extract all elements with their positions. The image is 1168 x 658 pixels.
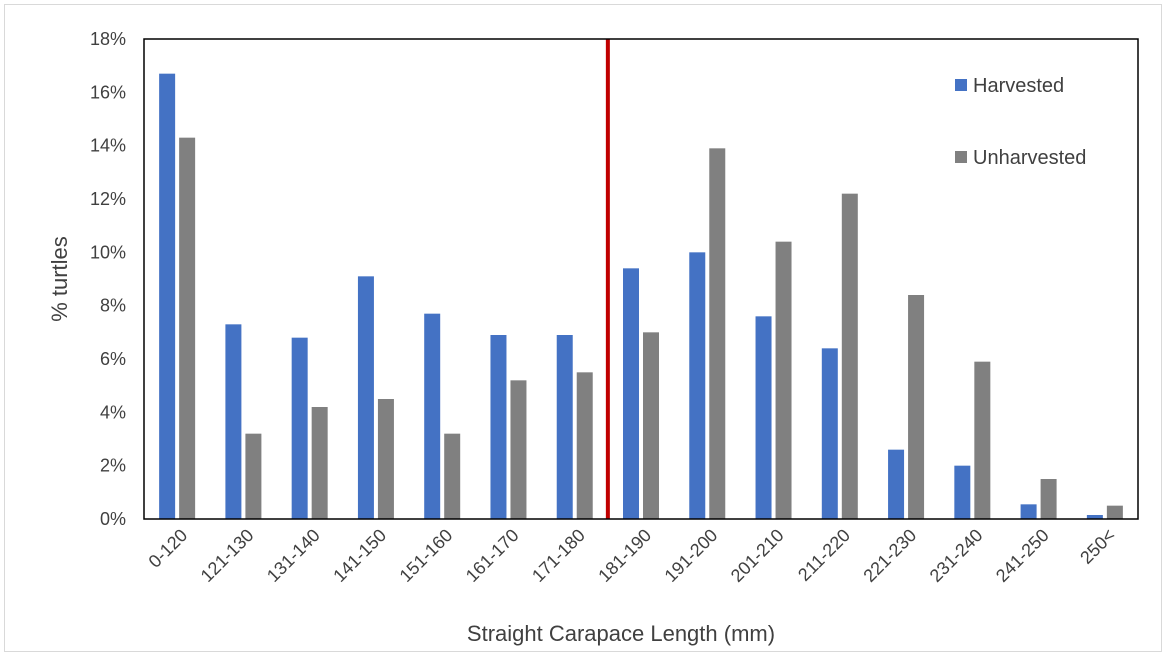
bar-unharvested-250< bbox=[1106, 505, 1123, 519]
bar-unharvested-181-190 bbox=[643, 332, 659, 519]
x-tick-label: 250< bbox=[1076, 525, 1119, 568]
x-tick-label: 211-220 bbox=[794, 525, 854, 585]
bar-harvested-241-250 bbox=[1020, 504, 1037, 519]
bar-unharvested-121-130 bbox=[245, 433, 262, 519]
legend: Harvested Unharvested bbox=[955, 75, 1086, 169]
x-tick-label: 221-230 bbox=[859, 525, 920, 586]
x-tick-label: 121-130 bbox=[197, 525, 258, 586]
y-axis-ticks: 0% 2% 4% 6% 8% 10% 12% 14% 16% 18% bbox=[90, 29, 126, 529]
bar-harvested-231-240 bbox=[954, 465, 971, 519]
y-tick-label: 12% bbox=[90, 189, 126, 209]
bar-unharvested-151-160 bbox=[444, 433, 461, 519]
bar-unharvested-231-240 bbox=[974, 361, 991, 519]
y-tick-label: 0% bbox=[100, 509, 126, 529]
bar-harvested-121-130 bbox=[225, 324, 242, 519]
x-tick-label: 181-190 bbox=[594, 525, 655, 586]
bar-harvested-151-160 bbox=[424, 313, 441, 519]
bar-harvested-141-150 bbox=[357, 276, 374, 519]
x-tick-label: 161-170 bbox=[462, 525, 523, 586]
x-tick-label: 241-250 bbox=[992, 525, 1053, 586]
bar-unharvested-201-210 bbox=[775, 241, 792, 519]
bar-harvested-171-180 bbox=[556, 335, 573, 519]
y-tick-label: 2% bbox=[100, 456, 126, 476]
bar-harvested-211-220 bbox=[821, 348, 838, 519]
y-tick-label: 8% bbox=[100, 296, 126, 316]
x-axis-ticks: 0-120 121-130 131-140 141-150 151-160 161-170… bbox=[145, 525, 1119, 586]
chart-frame: 0% 2% 4% 6% 8% 10% 12% 14% 16% 18% 0-120 121-130 13… bbox=[4, 4, 1162, 652]
bar-unharvested-241-250 bbox=[1040, 479, 1057, 519]
bar-unharvested-161-170 bbox=[510, 380, 527, 519]
bar-unharvested-141-150 bbox=[377, 399, 394, 519]
x-tick-label: 231-240 bbox=[926, 525, 987, 586]
legend-label-harvested: Harvested bbox=[973, 75, 1064, 97]
x-tick-label: 171-180 bbox=[528, 525, 589, 586]
x-tick-label: 191-200 bbox=[661, 525, 722, 586]
bar-harvested-221-230 bbox=[888, 449, 905, 519]
bar-harvested-250< bbox=[1086, 515, 1103, 519]
bar-unharvested-171-180 bbox=[576, 372, 593, 519]
plot-area-border bbox=[143, 38, 1139, 520]
x-tick-label: 201-210 bbox=[727, 525, 788, 586]
bars-layer bbox=[159, 73, 1123, 520]
bar-chart: 0% 2% 4% 6% 8% 10% 12% 14% 16% 18% 0-120 121-130 13… bbox=[47, 29, 1139, 646]
bar-harvested-191-200 bbox=[689, 252, 706, 520]
x-tick-label: 0-120 bbox=[145, 525, 192, 572]
legend-swatch-unharvested bbox=[955, 151, 967, 163]
bar-harvested-161-170 bbox=[490, 335, 507, 519]
legend-label-unharvested: Unharvested bbox=[973, 147, 1086, 169]
y-axis-title: % turtles bbox=[47, 236, 72, 322]
bar-unharvested-131-140 bbox=[311, 407, 328, 519]
bar-harvested-131-140 bbox=[291, 337, 308, 519]
y-tick-label: 18% bbox=[90, 29, 126, 49]
bar-unharvested-191-200 bbox=[709, 148, 726, 520]
y-tick-label: 4% bbox=[100, 402, 126, 422]
bar-unharvested-0-120 bbox=[179, 137, 196, 519]
bar-harvested-0-120 bbox=[159, 73, 176, 520]
legend-swatch-harvested bbox=[955, 79, 967, 91]
y-tick-label: 10% bbox=[90, 242, 126, 262]
x-tick-label: 131-140 bbox=[263, 525, 324, 586]
x-tick-label: 151-160 bbox=[396, 525, 457, 586]
bar-unharvested-221-230 bbox=[908, 295, 925, 519]
x-axis-title: Straight Carapace Length (mm) bbox=[467, 621, 775, 646]
bar-harvested-181-190 bbox=[623, 268, 639, 519]
y-tick-label: 14% bbox=[90, 136, 126, 156]
bar-harvested-201-210 bbox=[755, 316, 772, 519]
y-tick-label: 6% bbox=[100, 349, 126, 369]
x-tick-label: 141-150 bbox=[329, 525, 390, 586]
bar-unharvested-211-220 bbox=[841, 193, 858, 519]
y-tick-label: 16% bbox=[90, 82, 126, 102]
